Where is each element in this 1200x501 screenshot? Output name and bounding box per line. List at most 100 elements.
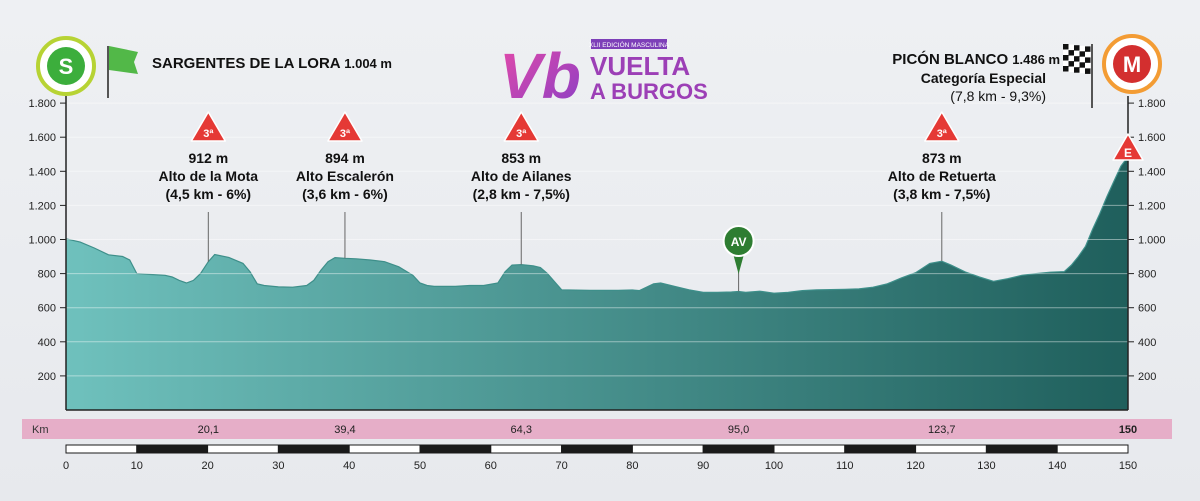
x-tick-label: 100 [765,460,783,472]
scale-segment [702,444,775,454]
elevation-profile-area [66,156,1128,410]
climb-category: 3ª [203,128,214,140]
km-band-value: 39,4 [334,424,355,436]
start-badge-letter: S [59,54,74,79]
km-band-value: 20,1 [198,424,219,436]
scale-segment [207,444,279,454]
flag-square [1063,49,1069,55]
y-tick-label-right: 200 [1138,371,1156,383]
climb-altitude: 894 m [325,150,365,166]
flag-square [1074,45,1080,51]
flag-square [1063,60,1069,66]
start-header: S SARGENTES DE LA LORA 1.004 m [36,36,392,98]
scale-segment [490,444,563,454]
flag-square [1085,46,1091,52]
y-tick-label-left: 1.600 [28,132,56,144]
x-tick-label: 110 [836,460,854,472]
x-tick-label: 10 [131,460,143,472]
y-tick-label-left: 1.400 [28,166,56,178]
flag-square [1074,50,1080,57]
finish-badge-letter: M [1123,52,1141,77]
finish-climb-letter: E [1124,146,1132,160]
scale-segment [773,444,846,454]
x-tick-label: 130 [977,460,995,472]
finish-header: PICÓN BLANCO 1.486 m Categoría Especial … [892,34,1162,108]
finish-climb-detail: (7,8 km - 9,3%) [950,88,1046,104]
flag-square [1085,51,1091,58]
scale-segment [915,444,987,454]
climb-category: 3ª [516,128,527,140]
flag-square [1085,62,1091,69]
y-tick-label-right: 1.600 [1138,132,1166,144]
y-tick-label-right: 1.000 [1138,235,1166,247]
climb-marker: 3ª 873 m Alto de Retuerta (3,8 km - 7,5%) [888,111,996,262]
mountain-category-icon [924,111,960,142]
y-tick-label-right: 400 [1138,337,1156,349]
flag-square [1085,57,1091,63]
km-band: Km 20,1 39,4 64,3 95,0 123,7 150 [22,419,1172,439]
x-tick-label: 30 [272,460,284,472]
finish-category: Categoría Especial [921,70,1046,86]
y-tick-label-right: 600 [1138,303,1156,315]
green-flag-icon [109,46,138,74]
flag-square [1079,67,1085,74]
y-tick-label-left: 600 [38,303,56,315]
km-band-value: 150 [1119,424,1137,436]
x-tick-label: 60 [485,460,497,472]
start-badge [47,47,85,85]
y-tick-label-left: 200 [38,371,56,383]
x-tick-label: 0 [63,460,69,472]
x-tick-label: 140 [1048,460,1066,472]
scale-segment [844,444,917,454]
flag-square [1068,55,1074,62]
climb-category: 3ª [340,128,351,140]
climb-category: 3ª [937,128,948,140]
climb-name: Alto de la Mota [159,168,259,184]
flag-square [1068,50,1074,56]
km-band-value: 123,7 [928,424,956,436]
climb-detail: (4,5 km - 6%) [166,186,252,202]
scale-segment [65,444,138,454]
flag-square [1079,56,1085,63]
climb-marker: 3ª 894 m Alto Escalerón (3,6 km - 6%) [296,111,394,259]
scale-segment [631,444,704,454]
scale-segment [985,444,1058,454]
km-band-value: 95,0 [728,424,749,436]
flag-square [1068,44,1074,51]
start-name: SARGENTES DE LA LORA 1.004 m [152,55,392,72]
flag-square [1068,61,1074,67]
scale-segment [277,444,350,454]
climb-name: Alto de Retuerta [888,168,996,184]
flag-square [1074,61,1080,68]
x-tick-label: 120 [906,460,924,472]
climb-marker: 3ª 853 m Alto de Ailanes (2,8 km - 7,5%) [471,111,572,265]
x-tick-label: 90 [697,460,709,472]
climb-detail: (3,8 km - 7,5%) [893,186,990,202]
x-tick-label: 50 [414,460,426,472]
flag-square [1079,51,1085,57]
race-logo: XLII EDICIÓN MASCULINA Vb VUELTA A BURGO… [499,39,708,112]
scale-segment [419,444,492,454]
km-band-label: Km [32,424,49,436]
logo-line1: VUELTA [590,51,690,81]
climb-name: Alto de Ailanes [471,168,572,184]
sprint-pin-icon [722,225,755,257]
mountain-category-icon [327,111,363,142]
logo-tagline-box [591,39,667,49]
km-band-value: 64,3 [511,424,532,436]
logo-tagline: XLII EDICIÓN MASCULINA [589,40,670,49]
climb-marker: 3ª 912 m Alto de la Mota (4,5 km - 6%) [159,111,259,262]
flag-square [1074,67,1080,73]
climb-detail: (2,8 km - 7,5%) [473,186,570,202]
sprint-label: AV [731,235,747,249]
logo-line2: A BURGOS [590,79,708,104]
logo-mark: Vb [499,40,581,112]
scale-segment [1056,444,1129,454]
climb-altitude: 853 m [501,150,541,166]
y-tick-label-left: 1.800 [28,98,56,110]
x-tick-label: 80 [626,460,638,472]
x-tick-label: 40 [343,460,355,472]
checkered-flag-icon [1063,44,1091,74]
y-tick-label-right: 800 [1138,269,1156,281]
